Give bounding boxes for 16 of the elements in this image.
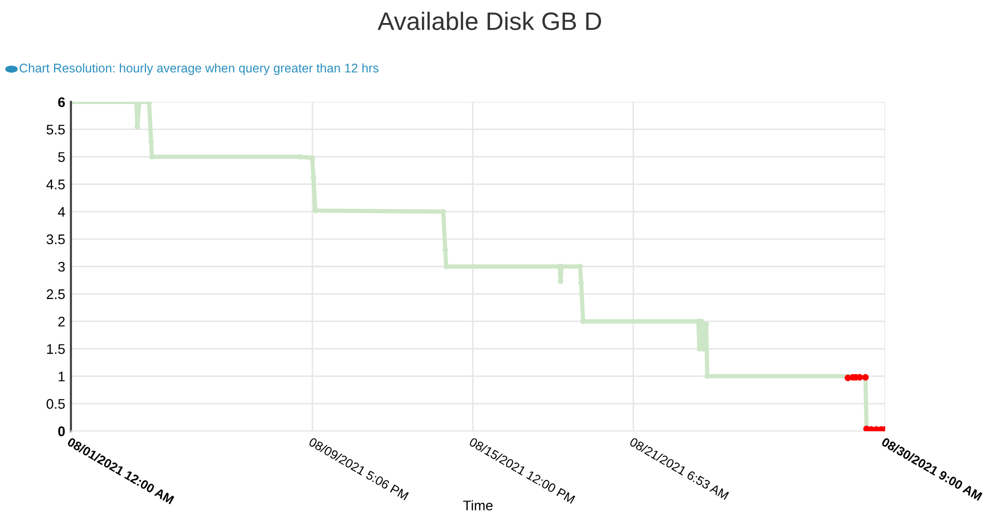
y-tick-label: 1.5 — [47, 344, 65, 354]
y-tick-label: 4.5 — [46, 180, 65, 190]
y-tick-label: 6 — [58, 97, 65, 108]
y-tick-label: 2.5 — [46, 289, 65, 300]
y-tick-label: 5.5 — [46, 124, 65, 135]
y-tick-label: 2 — [58, 316, 65, 326]
y-tick-label: 0 — [58, 426, 65, 436]
y-tick-label: 5 — [58, 152, 65, 162]
y-tick-label: 1 — [58, 372, 65, 382]
x-axis-title: Time — [463, 500, 493, 510]
chart-title: Available Disk GB D — [378, 12, 602, 30]
y-tick-label: 3 — [58, 262, 65, 272]
y-tick-label: 3.5 — [46, 234, 65, 244]
text: Chart Resolution: hourly average when query greater than 12 hrs — [20, 63, 378, 75]
y-tick-label: 4 — [58, 207, 65, 217]
y-tick-label: 0.5 — [46, 398, 65, 409]
